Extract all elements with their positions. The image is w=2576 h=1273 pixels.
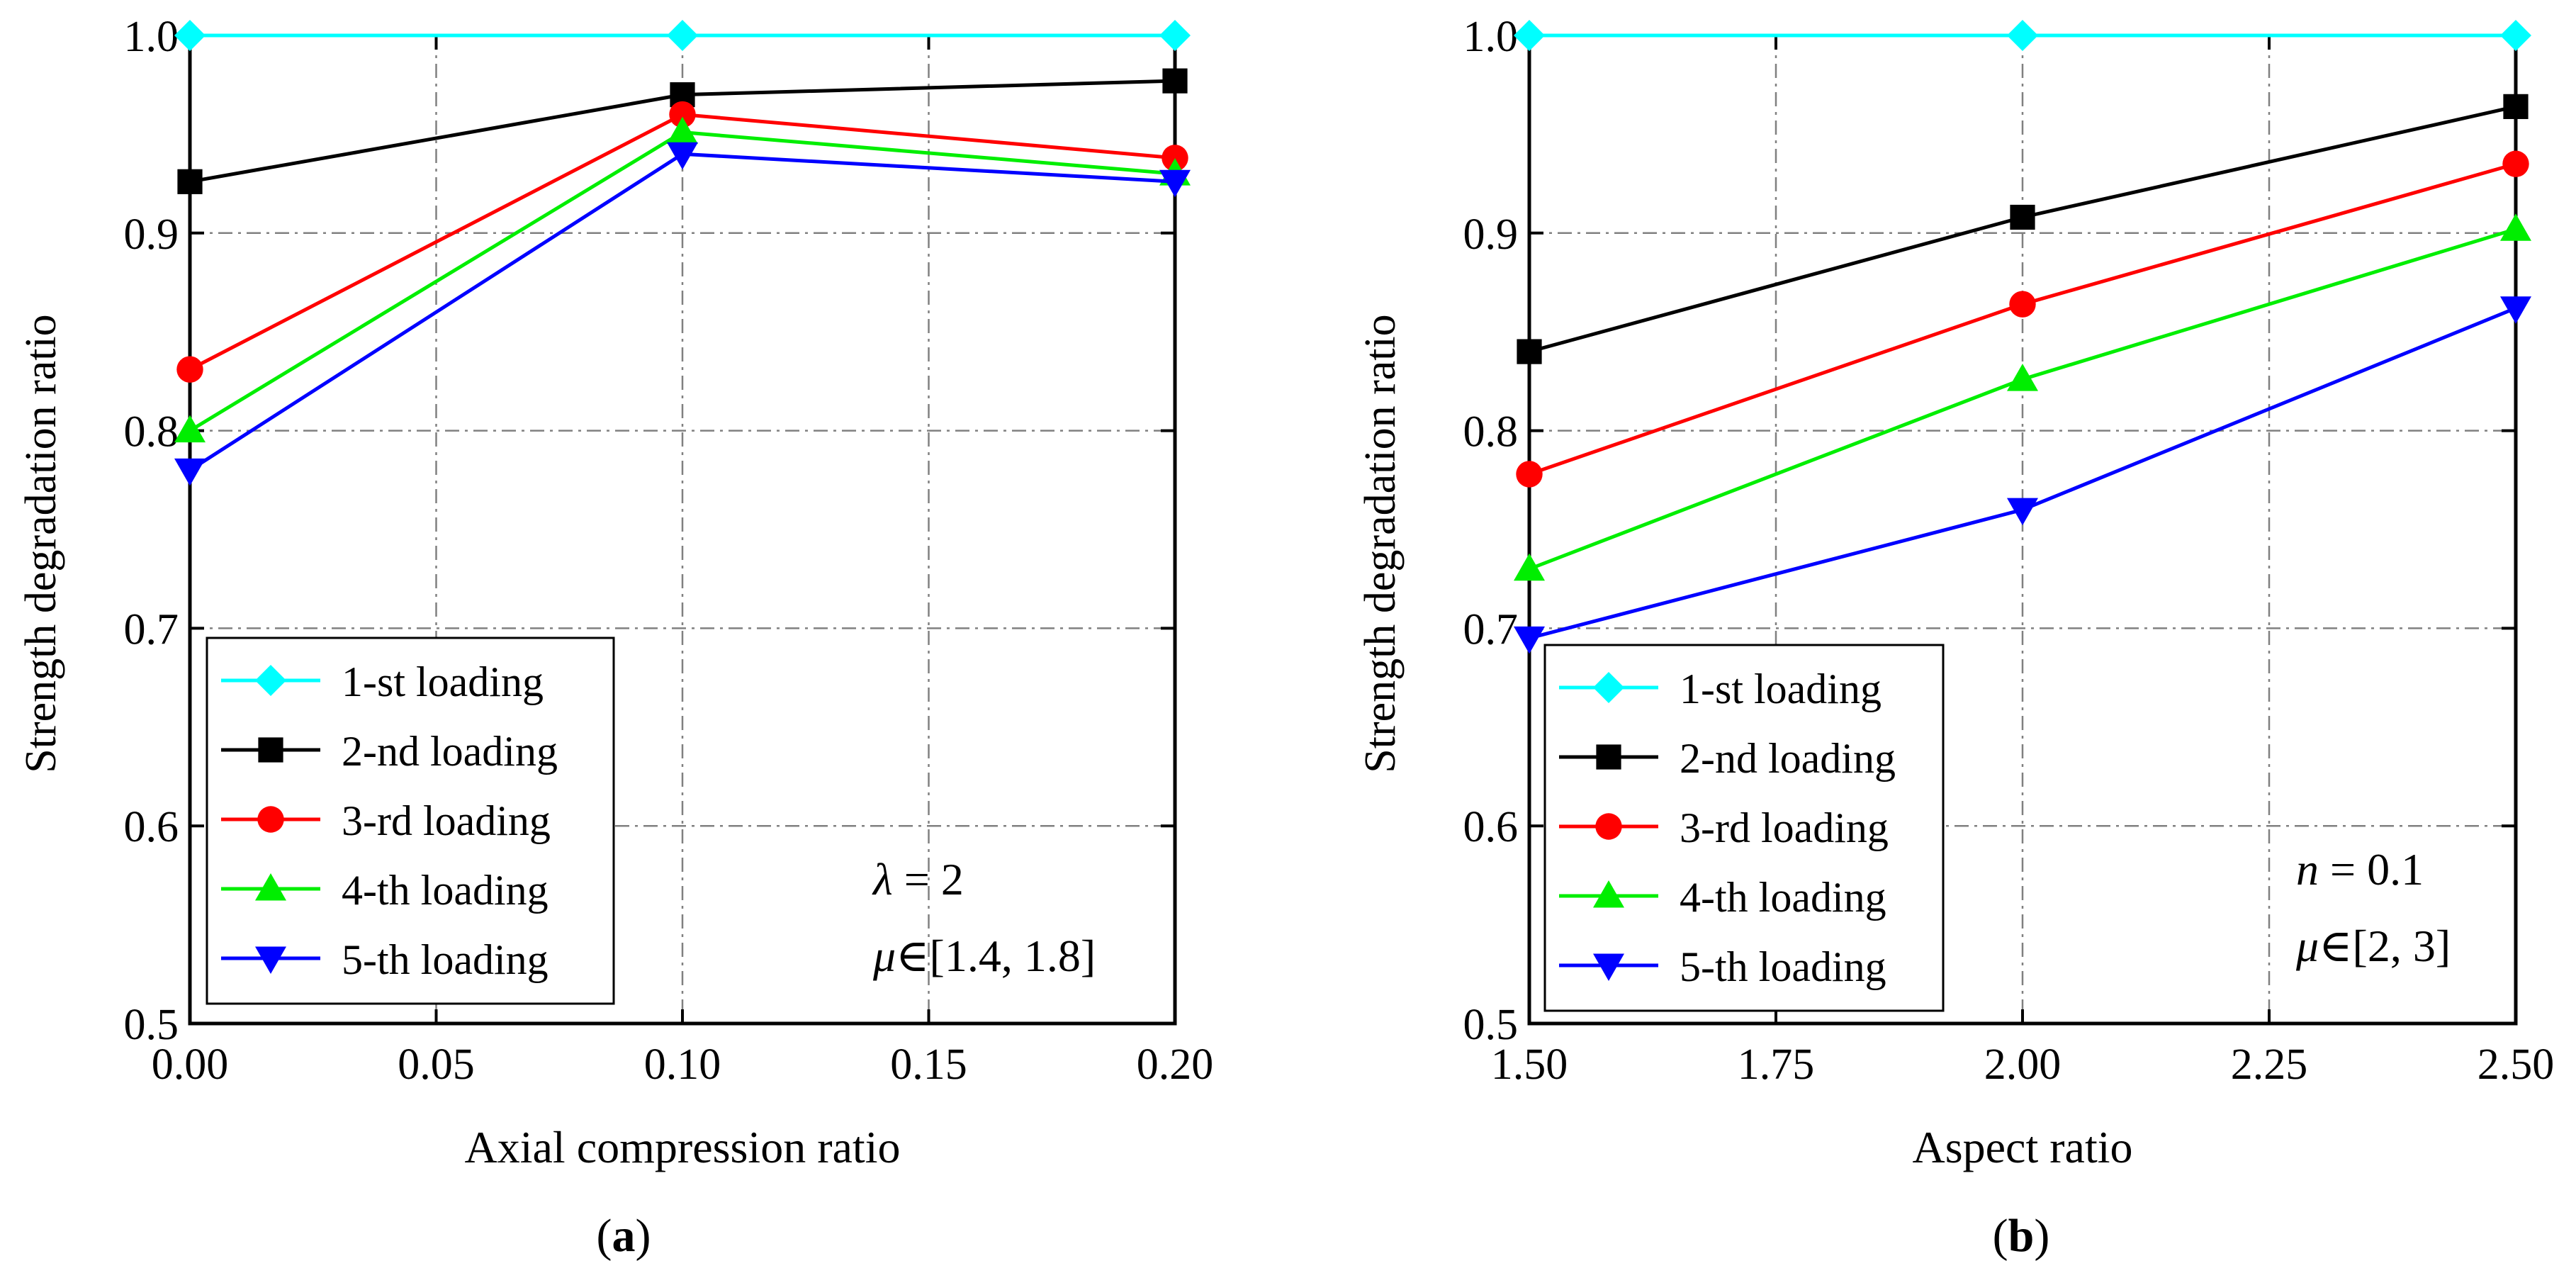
data-point-5 [667,142,698,170]
y-tick-label: 0.9 [1463,211,1519,259]
legend-label: 2-nd loading [342,728,558,775]
legend-label: 3-rd loading [1680,804,1889,851]
annotation: n = 0.1 [2296,844,2424,895]
legend-label: 4-th loading [1680,874,1886,921]
x-tick-label: 0.10 [644,1041,721,1089]
panel-label: (b) [1993,1210,2050,1262]
y-tick-label: 0.8 [1463,408,1519,456]
legend-label: 5-th loading [1680,943,1886,990]
data-point-1 [667,20,698,51]
legend-marker [255,946,286,974]
data-point-4 [2500,213,2531,241]
y-tick-label: 1.0 [124,13,179,61]
legend-marker [1593,672,1624,703]
y-tick-label: 0.6 [124,803,179,851]
x-tick-label: 0.05 [398,1041,475,1089]
y-tick-label: 0.8 [124,408,179,456]
data-point-1 [1514,20,1545,51]
data-point-4 [1514,553,1545,581]
data-point-5 [174,458,206,486]
data-point-1 [2500,20,2531,51]
y-tick-label: 0.6 [1463,803,1519,851]
data-point-5 [2500,296,2531,324]
data-point-2 [1517,339,1542,364]
x-tick-label: 0.00 [152,1041,229,1089]
y-tick-label: 0.5 [124,1001,179,1049]
legend-marker [1596,744,1621,770]
legend: 1-st loading 2-nd loading 3-rd loading 4-th… [206,636,615,1005]
data-point-3 [1516,461,1543,488]
x-tick-label: 2.25 [2231,1041,2308,1089]
x-axis-label: Aspect ratio [1913,1122,2133,1172]
y-tick-label: 1.0 [1463,13,1519,61]
data-point-1 [1159,20,1191,51]
chart-panel-b: 0.5 0.6 0.7 0.8 0.9 1.0 1.50 1.75 2.00 2.25 2.50 As… [1356,13,2554,1262]
legend-label: 1-st loading [342,658,544,705]
data-point-5 [2007,498,2038,526]
annotation: μ∈[2, 3] [2295,921,2451,971]
legend-marker [255,873,286,901]
x-tick-label: 2.00 [1984,1041,2062,1089]
data-point-1 [2007,20,2038,51]
data-point-5 [1159,169,1191,198]
data-point-3 [2009,291,2036,318]
legend-label: 3-rd loading [342,797,551,844]
annotation: μ∈[1.4, 1.8] [872,931,1096,981]
chart-panel-a: 0.5 0.6 0.7 0.8 0.9 1.0 0.00 0.05 0.10 0.15 0.20 Ax… [17,13,1213,1262]
legend-label: 1-st loading [1680,666,1882,712]
x-tick-label: 0.20 [1137,1041,1214,1089]
legend-marker [1595,813,1622,840]
y-axis-label: Strength degradation ratio [17,314,65,773]
y-axis-label: Strength degradation ratio [1356,314,1405,773]
legend-label: 2-nd loading [1680,735,1896,782]
data-point-3 [2502,150,2529,177]
annotation: λ = 2 [872,854,964,904]
legend-marker [255,665,286,696]
y-tick-label: 0.9 [124,211,179,259]
data-point-5 [1514,626,1545,654]
data-point-2 [1162,68,1188,94]
data-point-4 [2007,364,2038,391]
legend-label: 5-th loading [342,936,549,983]
data-point-1 [174,20,206,51]
data-point-2 [177,169,203,194]
data-point-3 [176,356,203,383]
x-tick-label: 2.50 [2477,1041,2555,1089]
data-point-3 [669,101,696,128]
panel-label: (a) [597,1210,651,1262]
data-point-4 [667,116,698,145]
y-tick-label: 0.7 [124,605,179,654]
x-tick-label: 0.15 [890,1041,967,1089]
data-point-3 [1162,145,1188,172]
x-axis-label: Axial compression ratio [465,1122,901,1172]
y-tick-label: 0.7 [1463,605,1519,654]
data-point-2 [2503,94,2529,119]
legend-marker [1593,880,1624,908]
legend-marker [258,737,283,763]
x-tick-label: 1.75 [1738,1041,1815,1089]
data-point-2 [2010,204,2035,230]
data-point-4 [174,415,206,443]
y-tick-label: 0.5 [1463,1001,1519,1049]
legend-marker [1593,953,1624,981]
x-tick-label: 1.50 [1491,1041,1568,1089]
legend-label: 4-th loading [342,867,549,914]
legend-marker [257,806,284,833]
legend: 1-st loading 2-nd loading 3-rd loading 4-th… [1543,644,1945,1012]
